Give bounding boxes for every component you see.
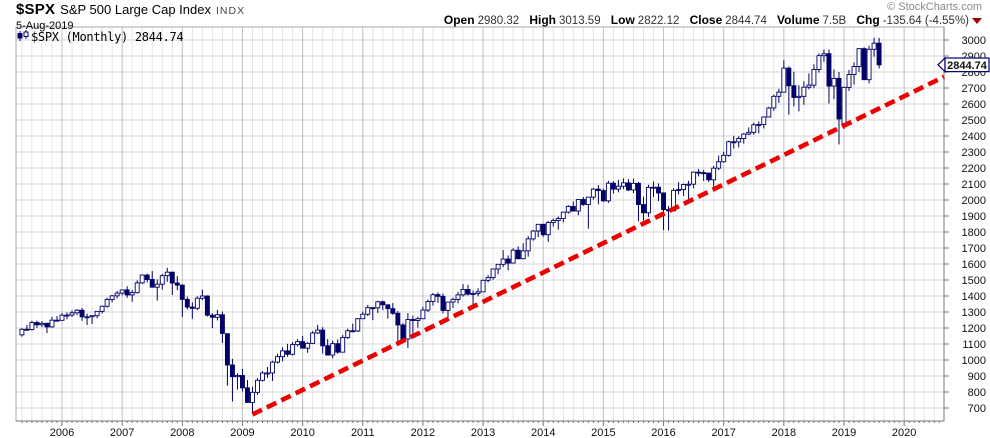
svg-text:2009: 2009: [230, 427, 254, 438]
index-name: S&P 500 Large Cap Index: [60, 2, 211, 17]
open-label: Open: [443, 13, 475, 27]
svg-text:2300: 2300: [962, 147, 986, 159]
svg-text:1000: 1000: [962, 355, 986, 367]
svg-text:900: 900: [968, 371, 986, 383]
stockcharts-link[interactable]: © StockCharts.com: [887, 1, 982, 13]
svg-text:2011: 2011: [351, 427, 375, 438]
svg-text:2006: 2006: [50, 427, 74, 438]
legend: $SPX (Monthly) 2844.74: [31, 30, 184, 44]
price-tag: 2844.74: [947, 60, 988, 72]
open-value: 2980.32: [477, 15, 520, 27]
volume-value: 7.5B: [822, 15, 847, 27]
svg-text:1200: 1200: [962, 323, 986, 335]
svg-text:2200: 2200: [962, 163, 986, 175]
svg-text:2100: 2100: [962, 179, 986, 191]
svg-text:2016: 2016: [651, 427, 675, 438]
svg-text:2008: 2008: [170, 427, 194, 438]
svg-text:700: 700: [968, 403, 986, 415]
svg-text:2000: 2000: [962, 195, 986, 207]
svg-text:2020: 2020: [892, 427, 916, 438]
svg-text:2013: 2013: [471, 427, 495, 438]
title-block: $SPX S&P 500 Large Cap Index INDX 5-Aug-20…: [16, 1, 246, 32]
svg-text:1100: 1100: [962, 339, 986, 351]
svg-text:1400: 1400: [962, 291, 986, 303]
svg-text:2700: 2700: [962, 83, 986, 95]
svg-text:2500: 2500: [962, 115, 986, 127]
svg-text:2015: 2015: [591, 427, 615, 438]
svg-text:2007: 2007: [110, 427, 134, 438]
symbol: $SPX: [16, 1, 56, 18]
svg-text:2019: 2019: [832, 427, 856, 438]
svg-text:1500: 1500: [962, 275, 986, 287]
low-value: 2822.12: [637, 15, 680, 27]
candlestick-icon: [17, 30, 29, 41]
svg-text:1600: 1600: [962, 259, 986, 271]
exchange: INDX: [216, 5, 246, 17]
svg-text:2018: 2018: [772, 427, 796, 438]
svg-text:1700: 1700: [962, 243, 986, 255]
svg-text:2012: 2012: [411, 427, 435, 438]
low-label: Low: [610, 13, 635, 27]
svg-text:2014: 2014: [531, 427, 555, 438]
chart-title: $SPX S&P 500 Large Cap Index INDX: [16, 1, 246, 18]
svg-text:800: 800: [968, 387, 986, 399]
chart-date: 5-Aug-2019: [16, 20, 74, 32]
svg-text:2600: 2600: [962, 99, 986, 111]
svg-text:2010: 2010: [290, 427, 314, 438]
svg-text:3000: 3000: [962, 35, 986, 47]
chg-value: -135.64 (-4.55%): [882, 15, 969, 27]
high-value: 3013.59: [559, 15, 601, 27]
svg-text:1800: 1800: [962, 227, 986, 239]
quote-bar: Open 2980.32 High 3013.59 Low 2822.12 Close…: [437, 13, 982, 27]
svg-text:1300: 1300: [962, 307, 986, 319]
high-label: High: [529, 13, 557, 27]
close-value: 2844.74: [725, 15, 767, 27]
close-label: Close: [689, 13, 723, 27]
down-triangle-icon: [972, 17, 982, 24]
svg-text:1900: 1900: [962, 211, 986, 223]
chg-label: Chg: [856, 13, 880, 27]
volume-label: Volume: [777, 13, 820, 27]
svg-text:2017: 2017: [711, 427, 735, 438]
svg-text:2400: 2400: [962, 131, 986, 143]
